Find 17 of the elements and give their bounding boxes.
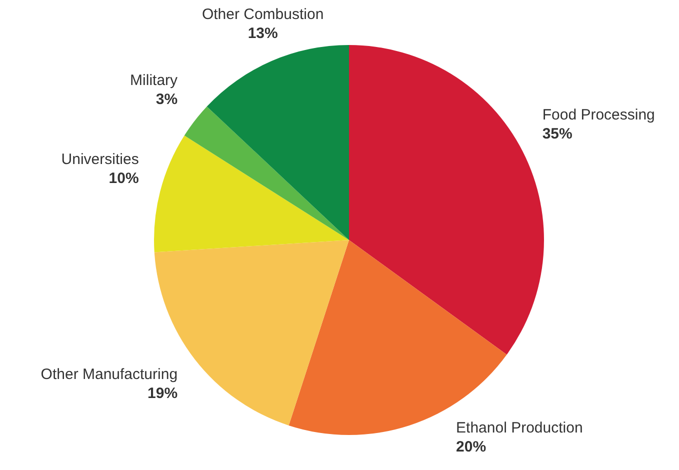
pie-slice — [184, 106, 349, 240]
pie-slice — [206, 45, 349, 240]
data-label: 10% — [108, 170, 139, 188]
slice-label: Ethanol Production — [456, 419, 583, 436]
slice-label: Other Combustion — [202, 6, 324, 23]
data-label: 20% — [456, 438, 486, 456]
pie-slice — [288, 240, 507, 435]
pie-slice — [154, 136, 349, 252]
data-label: 13% — [248, 24, 278, 42]
slice-label: Other Manufacturing — [40, 366, 178, 383]
pie-slice — [349, 45, 544, 355]
data-label: 35% — [542, 125, 572, 142]
slice-label: Food Processing — [542, 106, 655, 124]
data-label: 3% — [156, 91, 178, 108]
data-label: 19% — [148, 385, 178, 402]
slice-label: Universities — [61, 151, 139, 168]
slice-label: Military — [130, 72, 178, 89]
